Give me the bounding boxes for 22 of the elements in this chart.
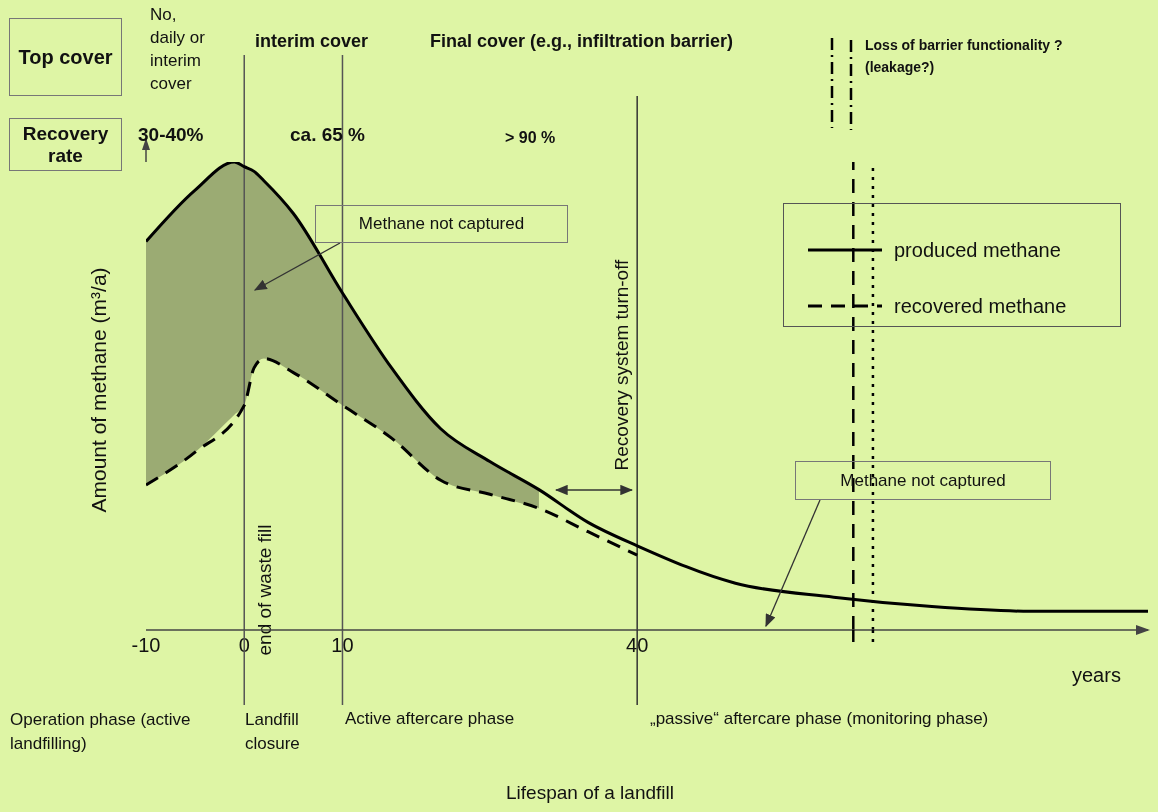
annotation: Methane not captured xyxy=(795,461,1051,500)
ref-line-label: Recovery system turn-off xyxy=(611,258,633,471)
text: > 90 % xyxy=(505,128,556,148)
text: Landfill closure xyxy=(245,709,301,755)
ref-line-label: end of waste fill xyxy=(254,524,276,656)
text: years xyxy=(1072,664,1121,686)
text: interim cover xyxy=(255,30,369,52)
text: „passive“ aftercare phase (monitoring phase) xyxy=(650,708,989,730)
text: Final cover (e.g., infiltration barrier) xyxy=(430,30,734,52)
x-tick-label: -10 xyxy=(131,634,161,657)
text: Top cover xyxy=(9,18,122,96)
legend-label: recovered methane xyxy=(894,294,1067,318)
text: Recovery rate xyxy=(9,118,122,171)
text: Operation phase (active landfilling) xyxy=(10,709,192,755)
text: Lifespan of a landfill xyxy=(505,782,675,804)
text: 30-40% xyxy=(138,124,204,146)
text: No, daily or interim cover xyxy=(150,4,206,95)
annotation: Methane not captured xyxy=(315,205,568,243)
text: Active aftercare phase xyxy=(345,708,515,730)
legend-label: produced methane xyxy=(894,238,1061,262)
text: Loss of barrier functionality ? (leakage?) xyxy=(865,36,1064,77)
y-axis-title: Amount of methane (m³/a) xyxy=(86,267,110,513)
